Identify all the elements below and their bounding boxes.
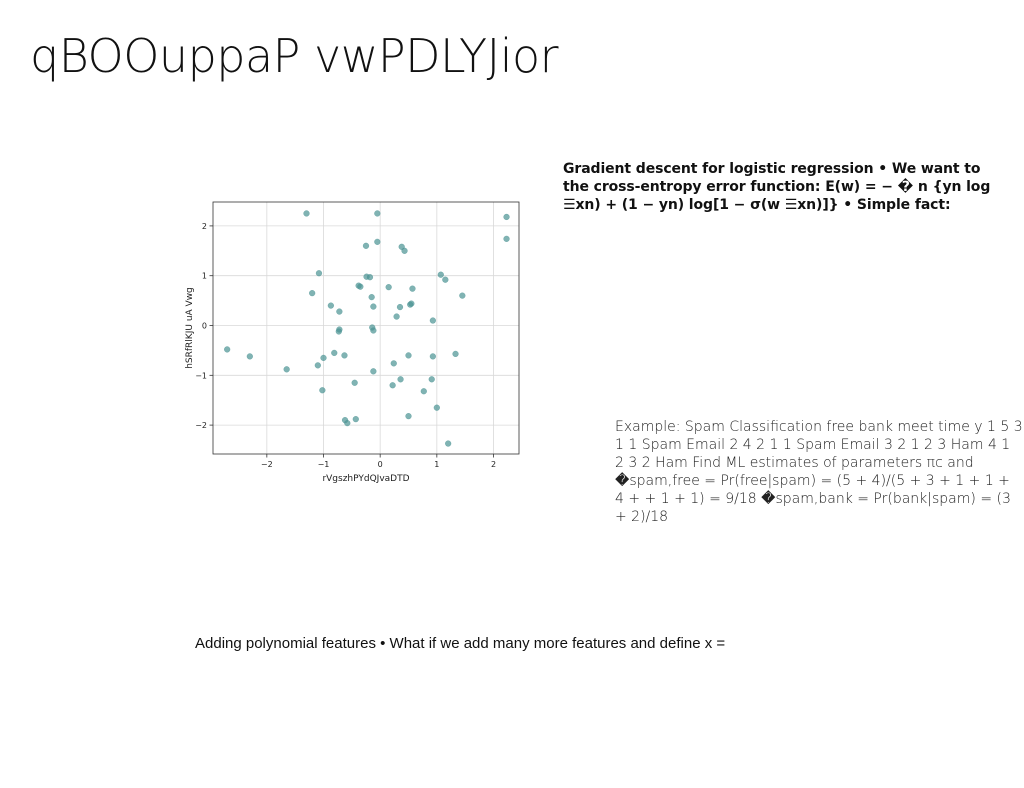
data-point [368,294,375,301]
data-point [351,379,358,386]
data-point [366,274,374,281]
data-points [224,210,510,447]
x-tick-label: 1 [434,460,439,469]
data-point [374,210,381,217]
data-point [396,303,404,311]
x-tick-label: −1 [318,460,330,469]
scatter-chart: −2 −1 0 1 2 −2 −1 0 1 2 rVgszhPYdQJvaDTD hSRfRlKJ… [185,201,520,484]
data-point [420,388,427,395]
data-point [459,292,466,299]
data-point [315,270,323,277]
y-tick-label: −2 [195,421,207,430]
data-point [331,349,338,357]
data-point [352,416,359,423]
x-tick-label: −2 [261,460,273,469]
gradient-descent-text: Gradient descent for logistic regression… [563,161,991,213]
y-tick-label: 2 [202,222,207,231]
x-tick-label: 0 [378,460,383,469]
data-point [327,302,334,309]
x-axis-label: rVgszhPYdQJvaDTD [322,474,409,484]
axis-ticks: −2 −1 0 1 2 −2 −1 0 1 2 [195,222,496,469]
data-point [303,210,310,217]
x-tick-label: 2 [491,460,496,469]
spam-example-text: Example: Spam Classification free bank m… [615,419,1023,525]
data-point [442,276,449,283]
data-point [374,238,381,245]
data-point [503,213,510,221]
data-point [389,382,396,389]
data-point [283,366,290,373]
slide-title: qBOOuppaP vwPDLYJior [30,29,559,83]
data-point [362,242,370,249]
polynomial-features-text: Adding polynomial features • What if we … [195,635,726,652]
data-point [503,235,510,242]
data-point [401,247,408,254]
data-point [246,353,253,360]
data-point [357,283,364,290]
data-point [429,353,436,360]
data-point [335,328,342,335]
data-point [341,352,348,359]
y-tick-label: 1 [202,272,207,281]
data-point [407,301,414,308]
data-point [390,360,397,367]
data-point [445,440,452,447]
data-point [437,271,444,278]
data-point [344,420,351,427]
data-point [429,317,436,324]
y-axis-label: hSRfRlKJU uA Vwg [185,287,195,369]
data-point [393,313,400,320]
data-point [370,327,377,334]
data-point [405,413,412,420]
data-point [452,350,459,357]
data-point [319,387,326,394]
data-point [314,362,321,369]
data-point [385,284,392,291]
data-point [428,376,435,383]
data-point [397,376,404,383]
grid-lines [213,202,519,454]
y-tick-label: 0 [202,322,207,331]
data-point [370,368,377,375]
data-point [409,285,416,292]
data-point [320,354,327,361]
data-point [336,308,343,315]
data-point [370,303,377,310]
y-tick-label: −1 [195,371,207,380]
data-point [405,352,412,359]
data-point [433,404,440,411]
data-point [224,346,231,353]
plot-frame [212,201,520,455]
data-point [309,290,316,297]
